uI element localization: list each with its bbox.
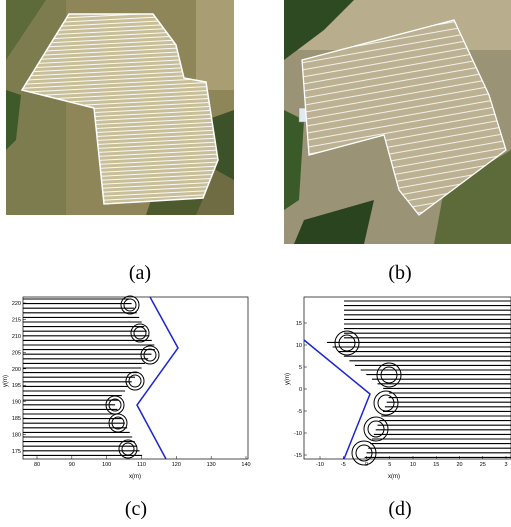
coverage-paths [326, 300, 511, 466]
tick-label: 190 [12, 400, 21, 406]
tick-label: -5 [341, 462, 346, 468]
turn-loop [111, 416, 125, 430]
field-boundary [303, 339, 371, 460]
field-boundary [136, 296, 179, 460]
turn-loop [351, 440, 377, 466]
tick-label: 180 [12, 433, 21, 439]
tick-label: -10 [316, 462, 324, 468]
aerial-image-b [284, 0, 511, 244]
turn-loop [334, 330, 360, 356]
tick-label: 5 [299, 365, 302, 371]
caption-c: (c) [124, 498, 148, 520]
tick-label: 15 [296, 321, 302, 327]
turn-loop [130, 323, 150, 343]
tick-label: 200 [12, 367, 21, 373]
caption-b: (b) [388, 262, 412, 284]
turn-loop [363, 416, 389, 442]
tick-label: 25 [480, 462, 486, 468]
tick-label: 90 [69, 462, 75, 468]
turn-loop [121, 442, 135, 456]
tick-label: 195 [12, 383, 21, 389]
tick-label: 210 [12, 334, 21, 340]
tick-label: 0 [299, 387, 302, 393]
caption-d: (d) [388, 498, 412, 520]
turn-loop [376, 362, 402, 388]
turn-loop [355, 444, 373, 462]
y-axis-label: y(m) [285, 373, 291, 385]
x-axis-label: x(m) [388, 474, 400, 480]
turn-loop [143, 348, 157, 362]
turn-loop [338, 334, 356, 352]
turn-loop [125, 371, 145, 391]
aerial-image-a [6, 0, 234, 215]
tick-label: 80 [34, 462, 40, 468]
tick-label: 215 [12, 317, 21, 323]
tick-label: 20 [456, 462, 462, 468]
turn-loop [377, 394, 395, 412]
tick-label: 140 [241, 462, 250, 468]
x-axis-label: x(m) [129, 474, 141, 480]
turn-loop [108, 398, 122, 412]
plot-d: 15 10 5 0 -5 -10 -15 -10 -5 0 5 10 15 20 25 3 x(m) y(m… [285, 296, 511, 480]
turn-loop [118, 439, 138, 459]
tick-label: 185 [12, 416, 21, 422]
y-axis-label: y(m) [3, 375, 9, 387]
coverage-paths [23, 295, 160, 459]
turn-loop [133, 326, 147, 340]
turn-loop [140, 345, 160, 365]
turn-loop [373, 390, 399, 416]
tick-label: 3 [504, 462, 507, 468]
plot-c: 220 215 210 205 200 195 190 185 180 175 80 90 100 11… [3, 295, 251, 480]
tick-label: 220 [12, 301, 21, 307]
turn-loop [128, 374, 142, 388]
turn-loop [108, 413, 128, 433]
tick-label: 175 [12, 449, 21, 455]
tick-label: -5 [297, 409, 302, 415]
tick-label: 0 [365, 462, 368, 468]
turn-loop [380, 366, 398, 384]
tick-label: 10 [296, 343, 302, 349]
tick-label: 110 [137, 462, 146, 468]
turn-loop [123, 298, 137, 312]
turn-loop [120, 295, 140, 315]
tick-label: -15 [294, 453, 302, 459]
tick-label: 10 [410, 462, 416, 468]
caption-a: (a) [128, 262, 152, 284]
tick-label: -10 [294, 431, 302, 437]
tick-label: 120 [172, 462, 181, 468]
turn-loop [367, 420, 385, 438]
tick-label: 205 [12, 350, 21, 356]
tick-label: 100 [102, 462, 111, 468]
tick-label: 130 [207, 462, 216, 468]
tick-label: 5 [388, 462, 391, 468]
plot-frame [22, 296, 249, 460]
tick-label: 15 [433, 462, 439, 468]
